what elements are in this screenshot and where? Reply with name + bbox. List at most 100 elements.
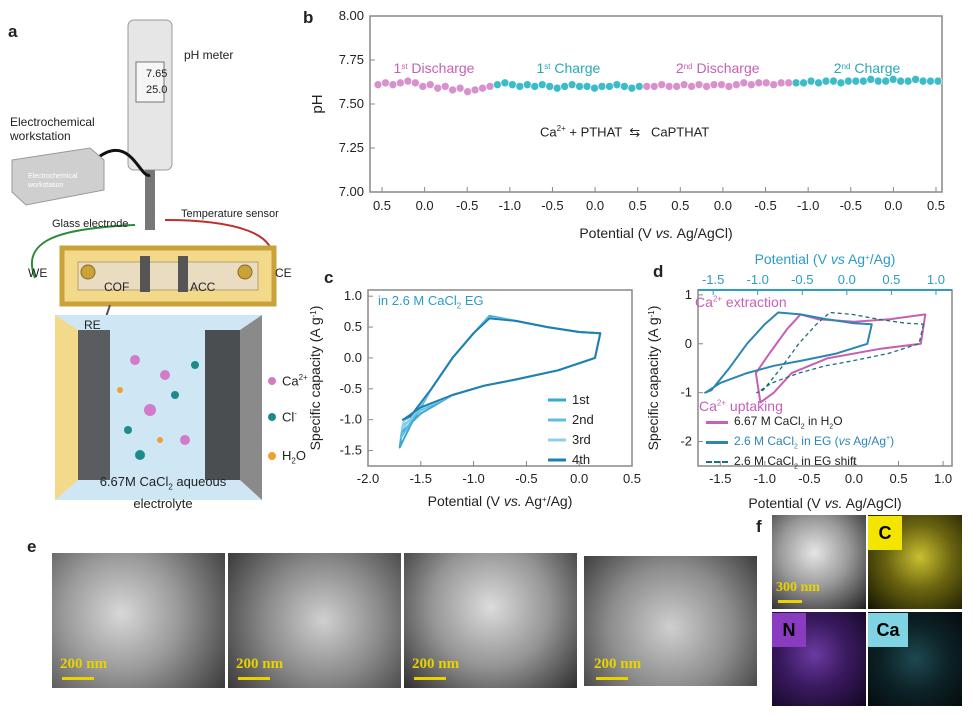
x-tick-label: -0.5 bbox=[798, 471, 820, 486]
ca-extraction-label: Ca2+ extraction bbox=[695, 294, 787, 310]
ph-point bbox=[373, 80, 383, 89]
chart-d-ylabel: Specific capacity (A g-1) bbox=[648, 306, 661, 451]
ph-point bbox=[806, 76, 816, 86]
scalebar-f bbox=[778, 600, 802, 603]
ph-point bbox=[896, 76, 905, 86]
right-current-collector bbox=[240, 315, 262, 500]
legend-cl: Cl- bbox=[282, 409, 297, 425]
ph-point bbox=[657, 80, 667, 89]
ce-connector bbox=[237, 264, 253, 280]
ph-point bbox=[530, 82, 540, 91]
ph-point bbox=[418, 82, 428, 91]
ph-point bbox=[844, 76, 853, 86]
ph-point bbox=[702, 82, 711, 91]
ph-point bbox=[732, 80, 741, 89]
x-tick-label: -0.5 bbox=[840, 198, 862, 213]
x-tick-label: -1.5 bbox=[709, 471, 731, 486]
ph-point bbox=[381, 78, 390, 88]
chart-d: -1.5 -1.0 -0.5 0.0 0.5 1.0 -1.5 -1.0 -0.5 0.0 0.5 1… bbox=[648, 251, 953, 511]
legend-ca: Ca2+ bbox=[282, 373, 308, 389]
legend-label: 3rd bbox=[572, 432, 591, 447]
segment-label: 1st Discharge bbox=[394, 60, 475, 76]
ca-legend-dot bbox=[268, 377, 276, 385]
cv-curve bbox=[401, 317, 602, 421]
y-tick-label: 0.5 bbox=[344, 319, 362, 334]
top-x-tick-label: 0.0 bbox=[838, 272, 856, 287]
ph-point bbox=[881, 76, 891, 86]
ph-point bbox=[612, 80, 622, 89]
ph-point bbox=[440, 82, 450, 91]
ce-label: CE bbox=[275, 266, 292, 280]
ph-point bbox=[694, 80, 704, 89]
y-tick-label: 7.75 bbox=[339, 52, 364, 67]
x-tick-label: 1.0 bbox=[934, 471, 952, 486]
ph-point bbox=[739, 78, 749, 88]
y-tick-label: 0 bbox=[685, 336, 692, 351]
ph-display-temp: 25.0 bbox=[146, 84, 168, 96]
ph-display-value: 7.65 bbox=[146, 68, 168, 80]
ph-point bbox=[747, 80, 756, 89]
ph-meter-label: pH meter bbox=[184, 48, 234, 62]
workstation-box-text: Electrochemical workstation bbox=[28, 173, 78, 189]
cv-curve bbox=[399, 316, 602, 440]
ph-point bbox=[888, 75, 898, 84]
ph-point bbox=[582, 82, 592, 91]
ph-point bbox=[799, 78, 808, 88]
ph-point bbox=[784, 78, 793, 88]
x-tick-label: 0.5 bbox=[629, 198, 647, 213]
cof-electrode bbox=[140, 256, 150, 292]
ph-point bbox=[500, 78, 510, 88]
sem-image-2 bbox=[228, 553, 401, 688]
ph-point bbox=[545, 82, 555, 91]
h2o-legend-dot bbox=[268, 452, 276, 460]
cv-curve bbox=[400, 316, 602, 430]
ph-point bbox=[455, 83, 465, 93]
scalebar-label-2: 200 nm bbox=[236, 656, 284, 672]
ph-point bbox=[791, 78, 801, 88]
x-tick-label: -1.5 bbox=[410, 471, 432, 486]
ph-point bbox=[627, 83, 637, 93]
legend-h2o: H2O bbox=[282, 448, 306, 466]
we-wire bbox=[30, 224, 136, 279]
legend-item-eg: 2.6 M CaCl2 in EG (vs Ag/Ag+) bbox=[706, 432, 956, 452]
acc-electrode bbox=[178, 256, 188, 292]
chart-b-ylabel: pH bbox=[309, 94, 326, 113]
ph-point bbox=[620, 82, 629, 91]
sem-overview-image bbox=[772, 515, 866, 609]
sem-image-1 bbox=[52, 553, 225, 688]
x-tick-label: -0.5 bbox=[541, 198, 563, 213]
segment-label: 2nd Discharge bbox=[676, 60, 760, 76]
ph-meter-display bbox=[135, 61, 165, 103]
ph-point bbox=[664, 82, 674, 91]
ph-point bbox=[717, 80, 726, 89]
ph-point bbox=[836, 78, 846, 88]
legend-label: 1st bbox=[572, 392, 590, 407]
ph-point bbox=[388, 80, 398, 89]
x-tick-label: 0.0 bbox=[570, 471, 588, 486]
x-tick-label: -1.0 bbox=[754, 471, 776, 486]
tile-label-ca: Ca bbox=[868, 613, 908, 647]
panel-letter-d: d bbox=[653, 262, 664, 281]
x-tick-label: 0.0 bbox=[586, 198, 604, 213]
legend-label: 2nd bbox=[572, 412, 594, 427]
ph-point bbox=[776, 78, 786, 88]
ph-point bbox=[829, 76, 838, 86]
x-tick-label: 0.0 bbox=[416, 198, 434, 213]
ph-point bbox=[605, 82, 614, 91]
acc-layer bbox=[205, 330, 240, 480]
sem-image-3 bbox=[404, 553, 577, 688]
chart-c-frame bbox=[367, 289, 633, 467]
x-tick-label: 0.0 bbox=[884, 198, 902, 213]
cell-inner bbox=[77, 261, 259, 291]
glass-electrode-label: Glass electrode bbox=[52, 218, 129, 230]
ph-point bbox=[687, 82, 696, 91]
ph-point bbox=[493, 80, 502, 89]
workstation-cable bbox=[94, 149, 151, 177]
ph-point bbox=[403, 76, 413, 86]
segment-label: 2nd Charge bbox=[834, 60, 901, 76]
chart-c: -2.0 -1.5 -1.0 -0.5 0.0 0.5 -1.5 -1.0 -0.5 0.0 0.5… bbox=[310, 288, 641, 509]
scalebar-2 bbox=[238, 677, 270, 680]
x-tick-label: 0.5 bbox=[373, 198, 391, 213]
ph-point bbox=[597, 82, 607, 91]
top-x-tick-label: -1.0 bbox=[747, 272, 769, 287]
